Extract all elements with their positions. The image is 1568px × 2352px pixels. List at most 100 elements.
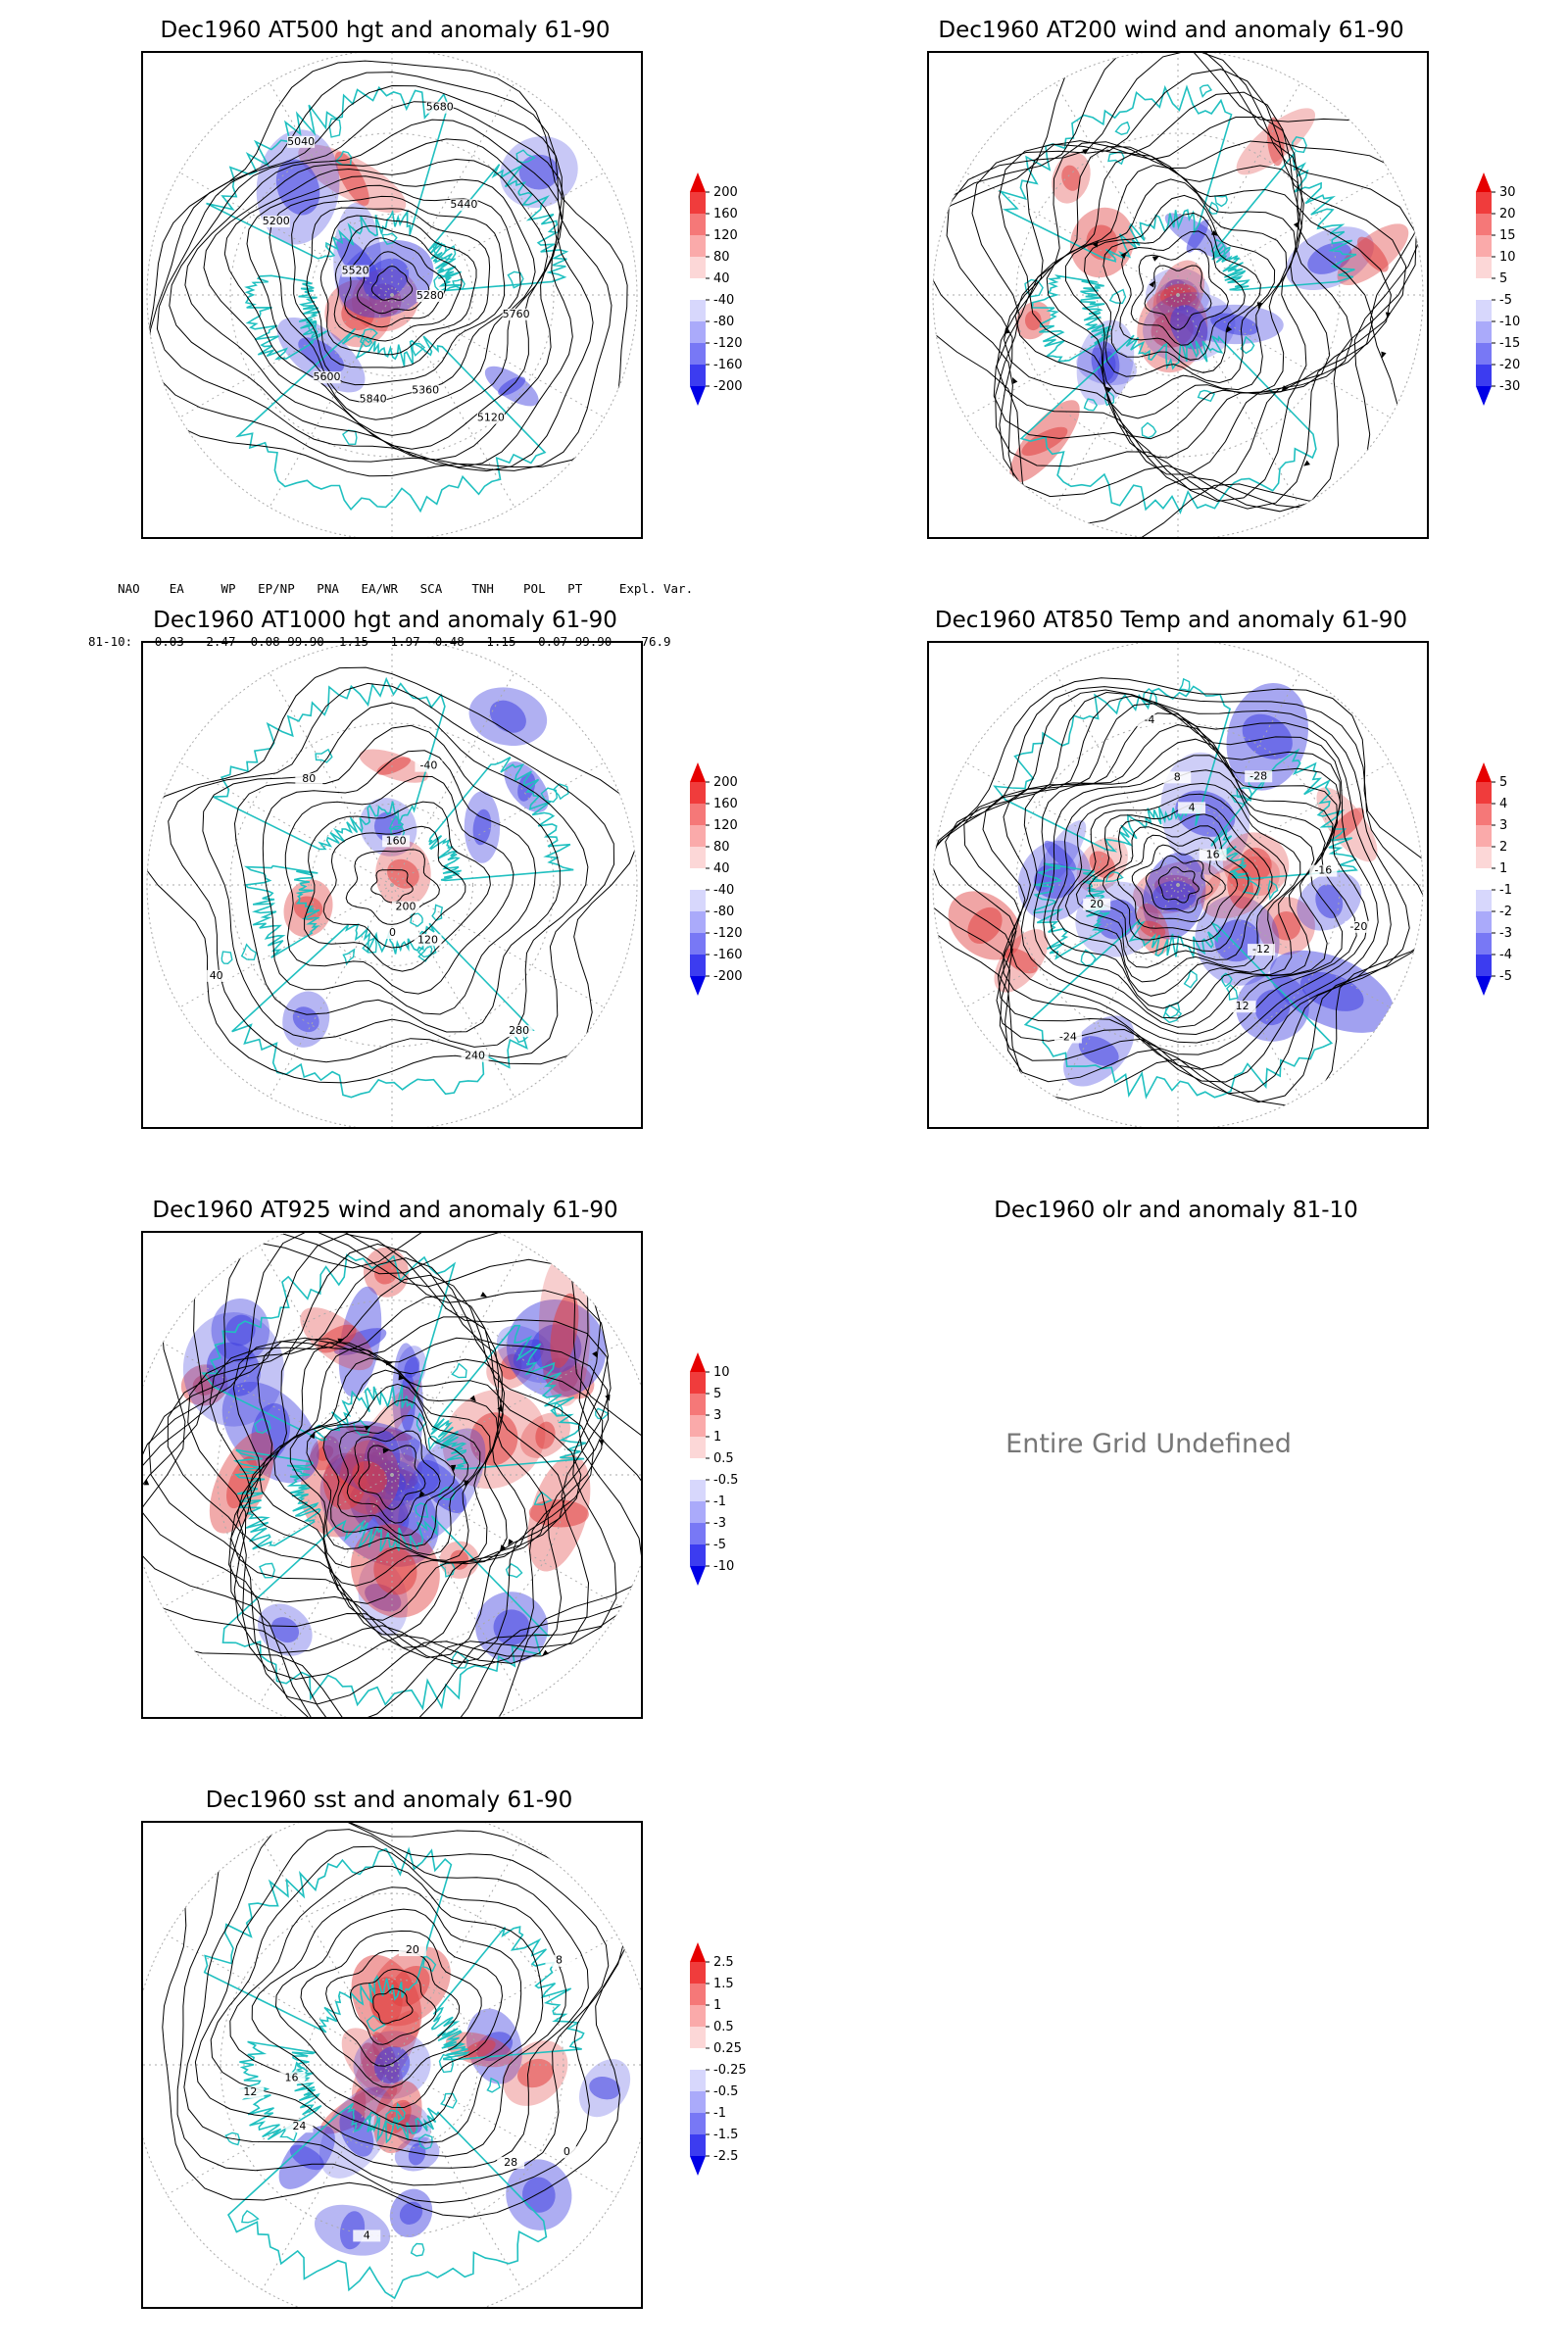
index-table-values: 81-10: -0.03 -2.47 0.08-99.90 1.15 -1.97… (88, 634, 671, 649)
contour-label: 5440 (450, 198, 477, 211)
contour-line (1157, 866, 1200, 904)
panel-title-p5: Dec1960 AT925 wind and anomaly 61-90 (152, 1198, 618, 1223)
contour-line (333, 224, 463, 342)
contour-label: 200 (395, 901, 416, 913)
coastline (993, 685, 1232, 853)
colorbar-tick-label: -10 (713, 1559, 734, 1574)
colorbar-tick-label: 15 (1499, 228, 1516, 243)
contour-line (202, 702, 589, 1048)
contour-line (246, 175, 536, 420)
streamline (143, 1233, 617, 1717)
contour-label: 8 (1174, 770, 1181, 783)
latitude-circle (1015, 722, 1341, 1048)
contour-label: -40 (419, 760, 437, 772)
colorbar-tick-label: 1 (713, 1998, 721, 2013)
latitude-circle (311, 804, 473, 966)
streamline-arrow (1293, 221, 1299, 229)
negative-anomaly-core (382, 1471, 407, 1496)
colorbar-tick-label: -40 (713, 883, 734, 898)
streamline (1119, 230, 1246, 361)
contour-line (319, 215, 477, 356)
contour-line (168, 682, 615, 1063)
coastline (998, 84, 1233, 263)
coastline (1023, 918, 1334, 1100)
colorbar-tick-label: 20 (1499, 207, 1516, 221)
island-coastline (412, 342, 426, 357)
colorbar-tick-label: 2.5 (713, 1955, 734, 1970)
contour-line (1020, 723, 1344, 1036)
colorbar-segment (690, 1480, 706, 1501)
contour-line (223, 158, 549, 436)
colorbar-p3: 200 160 120 80 40 -40 -80 -120 -160 -200 (686, 762, 804, 1047)
contour-label-bg (1178, 802, 1206, 814)
colorbar-tick-label: 80 (713, 840, 730, 855)
colorbar-tick-label: 160 (713, 797, 738, 811)
streamline (996, 117, 1374, 491)
longitude-line (391, 884, 605, 1008)
contour-label-bg (1135, 714, 1163, 727)
contour-line (356, 251, 430, 315)
colorbar-tick-label: 3 (713, 1408, 721, 1423)
streamline-arrow (1381, 351, 1387, 359)
island-coastline (1214, 195, 1228, 208)
colorbar-segment (690, 2027, 706, 2048)
colorbar-top-arrow (690, 1352, 706, 1372)
colorbar-tick-label: -3 (1499, 926, 1512, 941)
streamline (236, 1337, 548, 1636)
contour-line (183, 1823, 610, 2186)
streamline (933, 53, 1423, 537)
contour-line (233, 724, 561, 1033)
contour-line (156, 84, 594, 472)
contour-label: 24 (292, 2120, 306, 2132)
coastline (243, 864, 320, 958)
contour-label: 16 (284, 2071, 298, 2083)
colorbar-tick-label: -0.5 (713, 1473, 738, 1488)
map-panel-p3: 80 120 40 0 160 200 240 280 -40 (141, 641, 643, 1129)
island-coastline (254, 1418, 271, 1435)
colorbar-tick-label: 120 (713, 228, 738, 243)
contour-label-bg (398, 1944, 426, 1957)
colorbar-segment (690, 1372, 706, 1394)
contour-line (349, 1969, 437, 2045)
longitude-line (391, 1839, 522, 2066)
contour-label: 0 (564, 2145, 570, 2158)
island-coastline (505, 1563, 523, 1579)
colorbar-segment (690, 2091, 706, 2113)
streamline-arrow (508, 1539, 514, 1546)
streamline (1083, 194, 1276, 384)
colorbar-tick-label: 120 (713, 818, 738, 833)
colorbar-segment (1476, 235, 1492, 257)
contour-label: 5040 (287, 135, 315, 148)
contour-line (344, 237, 447, 328)
colorbar-tick-label: 10 (1499, 250, 1516, 265)
contour-line (169, 101, 573, 468)
contour-line (1089, 813, 1260, 955)
streamline (246, 1342, 528, 1621)
streamline (971, 69, 1407, 510)
streamline-arrow (398, 1374, 406, 1381)
colorbar-tick-label: -4 (1499, 948, 1512, 962)
negative-anomaly-core (1170, 305, 1208, 350)
island-coastline (417, 2133, 433, 2150)
colorbar-tick-label: -10 (1499, 315, 1520, 329)
panel-title-p1: Dec1960 AT500 hgt and anomaly 61-90 (160, 18, 611, 43)
colorbar-segment (1476, 911, 1492, 933)
contour-line (203, 138, 558, 450)
island-coastline (1108, 288, 1127, 305)
contour-line (304, 801, 491, 972)
island-coastline (259, 1562, 275, 1579)
positive-anomaly-core (463, 2039, 496, 2060)
contour-label-bg (1163, 771, 1192, 784)
contour-label-bg (545, 1954, 573, 1967)
colorbar-p4: 5 4 3 2 1 -1 -2 -3 -4 -5 (1472, 762, 1568, 1047)
colorbar-tick-label: 1 (713, 1430, 721, 1445)
island-coastline (515, 149, 536, 164)
positive-anomaly-core (317, 1324, 357, 1353)
colorbar-tick-label: 80 (713, 250, 730, 265)
streamline-arrow (1281, 385, 1288, 392)
colorbar-tick-label: -15 (1499, 336, 1520, 351)
colorbar-segment (690, 2134, 706, 2156)
colorbar-segment (690, 1962, 706, 1984)
contour-label: 4 (1189, 801, 1196, 813)
colorbar-tick-label: -2 (1499, 905, 1512, 919)
